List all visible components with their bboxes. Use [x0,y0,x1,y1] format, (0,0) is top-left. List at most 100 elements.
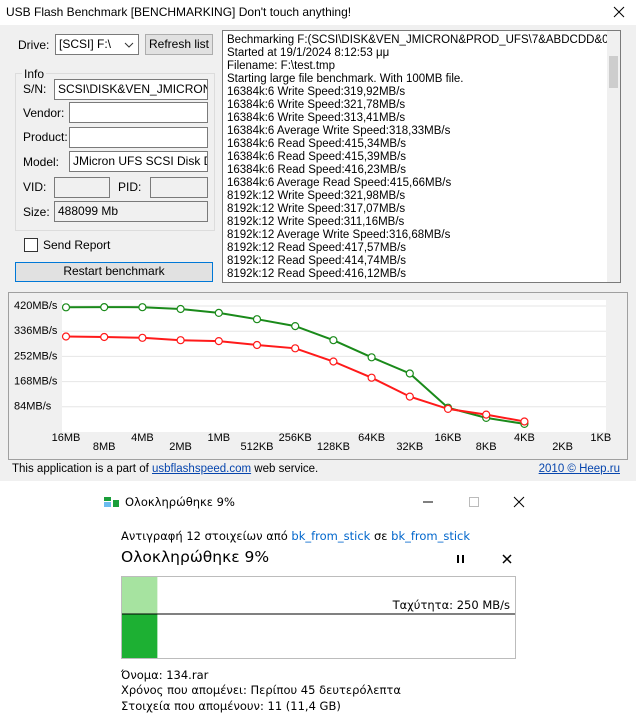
title-bar [0,0,636,25]
copy-icon [104,497,119,507]
y-tick-label: 420MB/s [14,300,58,312]
size-field: 488099 Mb [54,201,208,222]
destination-link[interactable]: bk_from_stick [391,529,471,543]
footer-text: This application is a part of usbflashsp… [12,463,318,475]
product-field [69,127,208,148]
log-line: 16384k:6 Read Speed:415,34MB/s [227,138,407,150]
log-line: 16384k:6 Read Speed:415,39MB/s [227,151,407,163]
x-tick-label: 1MB [207,432,230,444]
name-row: Όνομα: 134.rar [121,668,208,682]
x-tick-label: 256KB [279,432,312,444]
sn-field: SCSI\DISK&VEN_JMICRON&PROD_UFS [54,79,208,100]
scroll-thumb[interactable] [609,56,618,88]
data-point [520,417,529,426]
log-line: 16384k:6 Read Speed:416,23MB/s [227,164,407,176]
size-value: 488099 Mb [58,204,119,218]
size-label: Size: [23,205,50,219]
log-line: 16384k:6 Write Speed:313,41MB/s [227,112,406,124]
x-tick-label: 1KB [590,432,611,444]
y-tick-label: 336MB/s [14,325,58,337]
name-value: 134.rar [166,668,209,682]
model-value: JMicron UFS SCSI Disk Device [73,154,207,168]
log-line: 8192k:12 Average Write Speed:316,68MB/s [227,229,451,241]
log-line: 8192k:12 Write Speed:317,07MB/s [227,203,406,215]
data-point [329,336,338,345]
data-point [214,336,223,346]
items-value: 11 (11,4 GB) [267,699,341,713]
data-point [138,303,147,312]
footer-suffix: web service. [254,463,319,475]
log-line: 8192k:12 Read Speed:416,12MB/s [227,268,407,280]
log-line: 8192k:12 Read Speed:414,74MB/s [227,255,407,267]
copy-prefix: Αντιγραφή 12 στοιχείων από [121,529,288,543]
restart-button[interactable]: Restart benchmark [15,262,213,282]
cancel-button[interactable] [502,554,512,564]
drive-label: Drive: [18,38,50,52]
send-report-label[interactable]: Send Report [43,238,111,252]
log-line: 8192k:12 Write Speed:311,16MB/s [227,216,405,228]
data-point [100,332,109,342]
source-link[interactable]: bk_from_stick [291,529,371,543]
footer-prefix: This application is a part of [12,463,149,475]
vendor-field [69,102,208,123]
data-point [252,340,262,350]
window-title: USB Flash Benchmark [BENCHMARKING] Don't… [6,5,352,19]
drive-value: [SCSI] F:\ [59,37,112,51]
model-label: Model: [23,155,60,169]
dialog-actions [457,554,512,564]
x-tick-label: 4MB [131,432,154,444]
vid-field [54,177,110,198]
pause-button[interactable] [457,555,464,563]
data-point [482,410,491,419]
data-point [291,321,300,331]
send-report-checkbox[interactable] [24,238,38,252]
x-tick-label: 2KB [552,441,573,453]
y-tick-label: 252MB/s [14,350,58,362]
drive-select[interactable]: [SCSI] F:\ [55,34,139,55]
log-line: 16384k:6 Write Speed:321,78MB/s [227,99,406,111]
scrollbar[interactable] [607,31,620,282]
log-line: 16384k:6 Average Read Speed:415,66MB/s [227,177,452,189]
graph-frame [121,576,516,659]
model-field: JMicron UFS SCSI Disk Device [69,151,208,172]
x-tick-label: 2MB [169,441,192,453]
close-button[interactable] [612,5,626,19]
footer-link[interactable]: usbflashspeed.com [152,463,252,475]
pid-label: PID: [118,180,142,194]
plot-area [62,300,606,432]
copy-middle: σε [373,529,388,543]
maximize-button[interactable] [469,497,479,507]
info-group [15,73,215,231]
window-controls [423,496,525,508]
time-value: Περίπου 45 δευτερόλεπτα [250,683,401,697]
y-tick-label: 84MB/s [14,401,52,413]
x-tick-label: 16MB [52,432,81,444]
refresh-button[interactable]: Refresh list [145,34,213,55]
dialog-close-button[interactable] [513,496,525,508]
x-tick-label: 32KB [396,441,423,453]
vendor-label: Vendor: [23,106,65,120]
progress-fill-light [122,577,158,614]
sn-label: S/N: [23,82,47,96]
log-line: Bechmarking F:(SCSI\DISK&VEN_JMICRON&PRO… [227,34,621,46]
info-title: Info [22,67,47,81]
x-tick-label: 16KB [435,432,462,444]
x-tick-label: 4KB [514,432,535,444]
data-point [176,336,185,345]
copy-description: Αντιγραφή 12 στοιχείων από bk_from_stick… [121,529,470,543]
x-tick-label: 8KB [476,441,497,453]
product-label: Product: [23,130,68,144]
data-point [291,344,300,353]
progress-heading: Ολοκληρώθηκε 9% [121,548,270,566]
data-point [138,333,147,342]
items-row: Στοιχεία που απομένουν: 11 (11,4 GB) [121,699,341,713]
sn-value: SCSI\DISK&VEN_JMICRON&PROD_UFS [58,82,207,96]
speed-label: Ταχύτητα: 250 MB/s [392,598,510,612]
log-line: 8192k:12 Read Speed:417,57MB/s [227,242,407,254]
data-point [214,308,223,317]
log-line: Started at 19/1/2024 8:12:53 μμ [227,47,390,59]
pid-field [150,177,208,198]
credit-link[interactable]: 2010 © Heep.ru [538,463,620,475]
